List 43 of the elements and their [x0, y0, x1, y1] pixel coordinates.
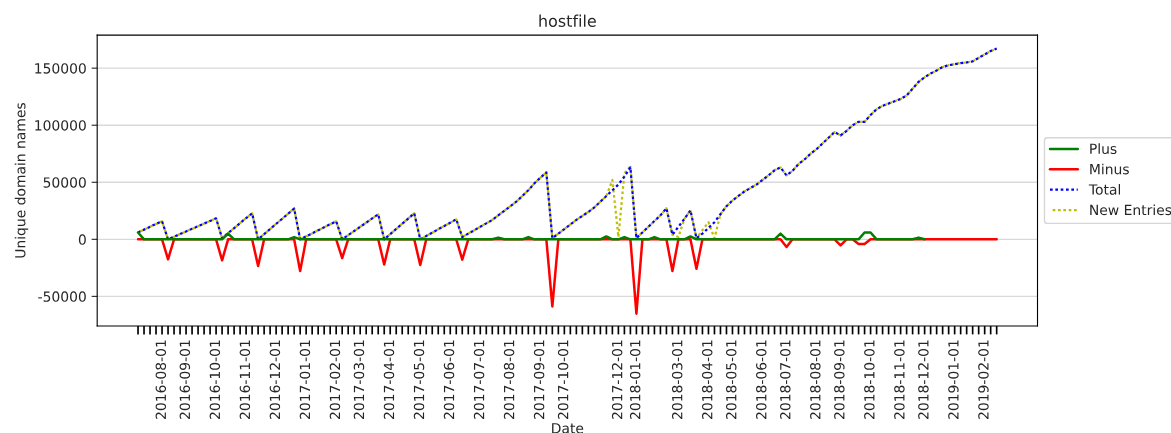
x-tick-label: 2018-06-01: [756, 340, 767, 419]
x-tick-label: 2016-12-01: [269, 340, 281, 419]
x-tick-label: 2018-11-01: [894, 340, 905, 419]
y-tick-label: -50000: [38, 291, 86, 302]
legend-label: New Entries: [1090, 204, 1171, 216]
y-tick-label: 100000: [35, 120, 86, 131]
y-axis-title: Unique domain names: [14, 103, 29, 258]
y-tick-label: 0: [78, 234, 86, 245]
x-tick-label: 2017-03-01: [353, 340, 365, 419]
x-tick-label: 2018-01-01: [629, 340, 641, 419]
x-tick-label: 2018-09-01: [834, 340, 845, 419]
x-axis-title: Date: [552, 423, 584, 433]
line-series: [136, 47, 998, 241]
x-tick-label: 2018-03-01: [671, 340, 683, 419]
x-tick-label: 2018-04-01: [701, 340, 713, 419]
x-tick-label: 2018-12-01: [918, 340, 929, 419]
legend-label: Plus: [1090, 143, 1117, 155]
x-tick-label: 2017-01-01: [299, 340, 311, 419]
x-tick-label: 2018-10-01: [864, 340, 875, 419]
x-tick-label: 2018-07-01: [780, 340, 791, 419]
x-tick-label: 2016-08-01: [155, 340, 167, 419]
x-tick-label: 2018-08-01: [810, 340, 821, 419]
y-tick-label: 50000: [43, 177, 86, 188]
x-tick-label: 2019-01-01: [948, 340, 959, 419]
x-tick-label: 2017-12-01: [611, 340, 623, 419]
legend-label: Minus: [1090, 163, 1129, 175]
x-tick-label: 2017-02-01: [329, 340, 341, 419]
x-tick-label: 2017-04-01: [383, 340, 395, 419]
chart-title: hostfile: [539, 14, 596, 27]
legend-label: Total: [1088, 184, 1121, 195]
x-tick-label: 2019-02-01: [978, 340, 989, 419]
x-tick-label: 2017-07-01: [473, 340, 485, 419]
x-tick-label: 2017-08-01: [503, 340, 515, 419]
x-tick-label: 2016-11-01: [239, 340, 251, 419]
x-tick-label: 2016-10-01: [209, 340, 221, 419]
x-tick-label: 2017-10-01: [557, 340, 569, 419]
y-tick-label: 150000: [35, 63, 86, 74]
line-series: [136, 231, 926, 241]
x-tick-label: 2016-09-01: [179, 340, 191, 419]
x-tick-label: 2017-09-01: [533, 340, 545, 419]
x-tick-label: 2018-05-01: [726, 340, 737, 419]
x-tick-label: 2017-05-01: [413, 340, 425, 419]
x-tick-label: 2017-06-01: [443, 340, 455, 419]
